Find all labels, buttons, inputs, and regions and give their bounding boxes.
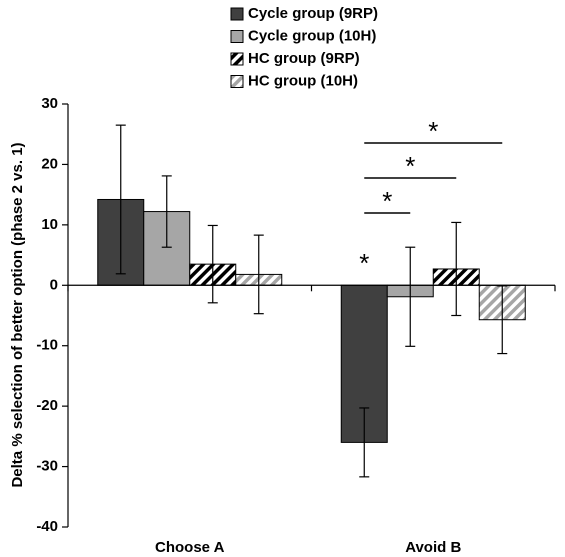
x-tick-label: Choose A bbox=[155, 539, 225, 556]
x-tick-label: Avoid B bbox=[405, 539, 461, 556]
significance-star: * bbox=[359, 248, 369, 278]
y-tick-label: -30 bbox=[36, 458, 58, 475]
error-bar bbox=[359, 407, 370, 478]
significance-star: * bbox=[382, 186, 392, 216]
legend-swatch bbox=[230, 75, 244, 88]
legend-label: Cycle group (10H) bbox=[248, 27, 376, 44]
legend-swatch bbox=[230, 52, 244, 66]
error-bar bbox=[161, 175, 172, 248]
y-tick-label: -40 bbox=[36, 518, 58, 535]
error-bar bbox=[207, 224, 218, 304]
legend-label: HC group (10H) bbox=[248, 72, 358, 89]
legend-swatch bbox=[230, 30, 244, 43]
y-axis-label: Delta % selection of better option (phas… bbox=[9, 142, 26, 487]
y-tick-label: 0 bbox=[50, 276, 58, 293]
significance-star: * bbox=[405, 151, 415, 181]
y-tick-label: -10 bbox=[36, 337, 58, 354]
error-bar bbox=[451, 221, 462, 317]
error-bar bbox=[253, 234, 264, 315]
y-tick-label: 20 bbox=[41, 155, 58, 172]
y-tick-label: 10 bbox=[41, 216, 58, 233]
y-tick-label: -20 bbox=[36, 397, 58, 414]
error-bar bbox=[115, 124, 126, 275]
legend-label: Cycle group (9RP) bbox=[248, 5, 378, 22]
y-tick-label: 30 bbox=[41, 95, 58, 112]
error-bar bbox=[497, 285, 508, 355]
significance-star: * bbox=[428, 116, 438, 146]
legend-swatch bbox=[230, 7, 244, 21]
legend-label: HC group (9RP) bbox=[248, 50, 360, 67]
error-bar bbox=[405, 246, 416, 347]
